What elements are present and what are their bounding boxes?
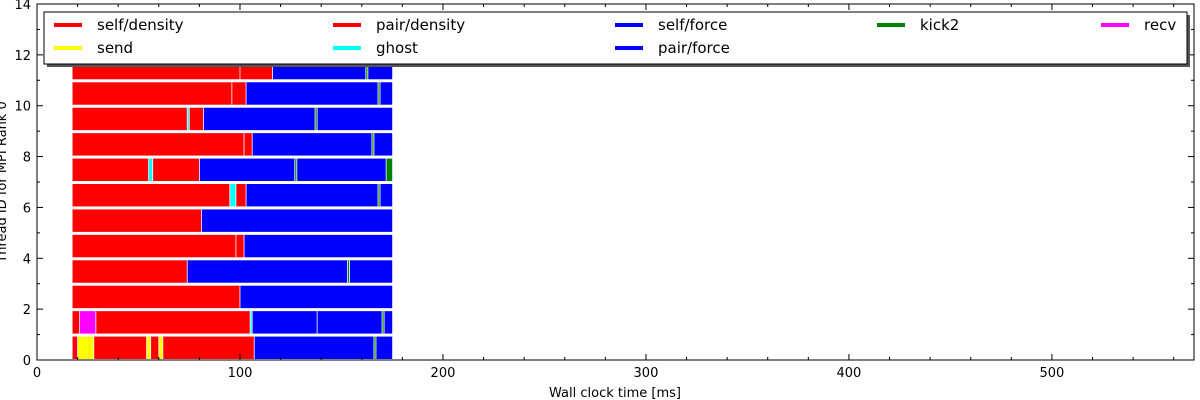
legend-label-pair-density: pair/density: [376, 16, 465, 34]
task-bar-thread-2-0: [72, 285, 240, 309]
task-bar-thread-1-4: [252, 311, 318, 334]
task-bar-thread-6-1: [229, 184, 236, 207]
legend-label-pair-force: pair/force: [658, 39, 730, 57]
task-bar-thread-7-0: [72, 158, 149, 181]
task-bar-thread-1-6: [382, 311, 385, 334]
task-bar-thread-10-1: [231, 82, 247, 105]
x-tick-label: 400: [837, 366, 862, 381]
task-bar-thread-4-1: [235, 234, 245, 258]
legend-label-self-force: self/force: [658, 16, 727, 34]
task-bar-thread-1-2: [95, 311, 251, 334]
task-bar-thread-8-2: [252, 133, 372, 156]
task-bar-thread-9-4: [315, 107, 318, 131]
legend-label-recv: recv: [1144, 16, 1176, 34]
task-bar-thread-7-2: [152, 158, 200, 181]
y-tick-label: 6: [23, 201, 31, 216]
task-bar-thread-10-0: [72, 82, 232, 105]
task-bar-thread-1-7: [384, 311, 393, 334]
legend-box: [43, 11, 1188, 65]
task-bar-thread-1-0: [72, 311, 80, 334]
y-tick-label: 10: [14, 100, 31, 115]
task-bar-thread-4-2: [244, 234, 393, 258]
task-bar-thread-1-1: [79, 311, 96, 334]
task-bar-thread-6-0: [72, 184, 230, 207]
task-bar-thread-3-1: [187, 260, 348, 283]
task-bar-thread-9-5: [317, 107, 393, 131]
task-bar-thread-7-6: [386, 158, 393, 181]
task-bar-thread-0-9: [375, 336, 393, 359]
task-bar-thread-0-2: [93, 336, 147, 359]
y-tick-label: 14: [14, 0, 31, 13]
task-bar-thread-9-1: [187, 107, 190, 131]
task-bar-thread-2-1: [239, 285, 393, 309]
task-bar-thread-5-0: [72, 209, 202, 232]
legend-label-self-density: self/density: [97, 16, 184, 34]
y-tick-label: 12: [14, 49, 31, 64]
task-bar-thread-6-2: [235, 184, 247, 207]
task-bar-thread-0-7: [254, 336, 374, 359]
task-bar-thread-0-1: [77, 336, 94, 359]
task-bar-thread-1-3: [250, 311, 253, 334]
task-bar-thread-7-4: [294, 158, 297, 181]
y-tick-label: 0: [23, 354, 31, 369]
task-bar-thread-7-3: [199, 158, 295, 181]
legend-label-kick2: kick2: [920, 16, 959, 34]
axis-ticks: 0 100 200 300 400 500 0 2 4 6 8 10 12 14: [14, 0, 1194, 381]
task-bar-thread-9-0: [72, 107, 188, 131]
task-bar-thread-5-1: [201, 209, 393, 232]
task-bar-thread-6-5: [380, 184, 393, 207]
y-tick-label: 2: [23, 303, 31, 318]
task-bar-thread-8-1: [244, 133, 253, 156]
task-bar-thread-3-2: [347, 260, 350, 283]
task-bar-thread-10-2: [246, 82, 379, 105]
x-tick-label: 0: [33, 366, 41, 381]
y-tick-label: 8: [23, 151, 31, 166]
task-bar-thread-11-3: [365, 56, 368, 80]
task-bar-thread-0-8: [373, 336, 376, 359]
task-bar-thread-0-4: [150, 336, 159, 359]
task-bar-thread-9-3: [203, 107, 316, 131]
y-axis-label: Thread ID for MPI Rank 0: [0, 101, 10, 263]
x-axis-label: Wall clock time [ms]: [549, 386, 681, 400]
task-bar-thread-0-6: [162, 336, 255, 359]
task-bar-thread-10-3: [378, 82, 381, 105]
x-tick-label: 500: [1039, 366, 1064, 381]
task-bar-thread-8-4: [373, 133, 393, 156]
x-tick-label: 300: [634, 366, 659, 381]
task-bar-thread-7-1: [148, 158, 153, 181]
task-bar-thread-8-3: [371, 133, 374, 156]
task-bar-thread-10-4: [380, 82, 393, 105]
task-bar-thread-0-3: [146, 336, 151, 359]
task-bar-thread-3-3: [349, 260, 393, 283]
task-bars: [72, 56, 393, 359]
task-bar-thread-0-0: [72, 336, 78, 359]
task-bar-thread-3-0: [72, 260, 188, 283]
task-bar-thread-6-4: [378, 184, 381, 207]
task-bar-thread-7-5: [296, 158, 387, 181]
legend-label-send: send: [97, 39, 133, 57]
task-bar-thread-9-2: [189, 107, 204, 131]
legend-label-ghost: ghost: [376, 39, 418, 57]
x-tick-label: 200: [431, 366, 456, 381]
legend: self/density pair/density self/force kick2 r…: [43, 11, 1190, 67]
task-bar-thread-1-5: [317, 311, 383, 334]
x-tick-label: 100: [228, 366, 253, 381]
task-bar-thread-6-3: [246, 184, 379, 207]
task-bar-thread-0-5: [158, 336, 163, 359]
task-bar-thread-8-0: [72, 133, 245, 156]
task-bar-thread-4-0: [72, 234, 236, 258]
y-tick-label: 4: [23, 252, 31, 267]
